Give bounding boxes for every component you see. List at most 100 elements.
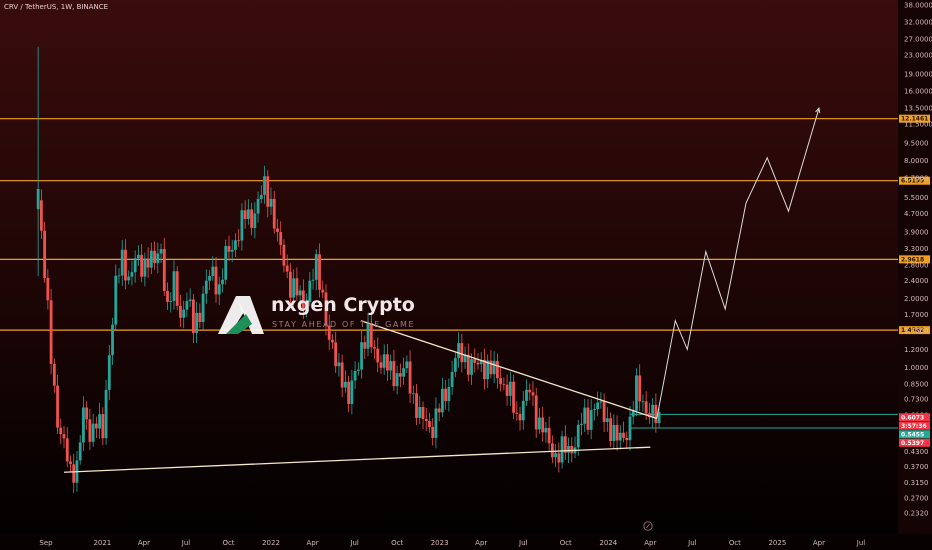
candle-body [256,198,260,214]
y-tick-label: 2.4000 [904,277,929,285]
candle-body [224,246,228,280]
horizontal-levels: 12.1461 6.5199 2.9618 1.4562 [0,114,930,429]
candle-body [525,389,528,401]
candle-body [353,370,357,381]
candle-body [350,380,354,404]
candle-body [185,301,189,310]
y-tick-label: 8.0000 [904,157,929,165]
candle-body [447,386,451,402]
candle-body [541,417,545,433]
candle-body [615,424,619,441]
candle-body [201,293,205,323]
candle-body [392,361,396,387]
x-tick-label: 2023 [431,539,449,547]
candle-body [625,437,629,441]
candle-body [560,436,564,463]
candle-body [253,213,257,228]
candle-body [599,401,603,403]
candle-body [635,375,638,411]
y-tick-label: 3.3000 [904,245,929,253]
price-badge-label: 3:57:36 [901,423,927,430]
trendlines[interactable] [63,320,657,473]
y-tick-label: 38.0000 [904,2,932,10]
candle-body [214,266,218,295]
candle-body [162,249,166,291]
candle-body [211,266,215,276]
x-tick-label: Jul [518,539,528,547]
candle-body [476,362,480,365]
y-tick-label: 19.0000 [904,71,932,79]
candle-body [521,400,525,421]
candle-body [159,249,163,254]
y-tick-label: 0.3150 [904,479,929,487]
candle-body [379,362,383,368]
replay-icon[interactable] [643,521,653,531]
candle-body [657,412,661,424]
x-tick-label: Jul [856,539,866,547]
candle-body [453,358,457,372]
trendline-support [63,446,651,473]
candle-body [567,445,570,453]
candle-body [360,342,363,370]
candle-body [515,412,519,414]
price-badge-label: 0.5455 [901,431,924,438]
price-badge-label: 0.5397 [901,440,924,447]
candle-body [570,445,574,454]
candle-body [94,423,98,429]
y-tick-label: 0.7300 [904,395,929,403]
candle-body [486,360,490,380]
y-tick-label: 4.7000 [904,210,929,218]
candle-body [576,424,580,448]
candle-body [78,442,82,461]
candle-body [39,200,43,231]
candle-body [428,421,431,427]
y-tick-label: 13.5000 [904,105,932,113]
candle-body [622,432,625,438]
level-badge-label: 12.1461 [901,116,928,123]
candle-body [107,355,111,390]
x-tick-label: Apr [644,539,656,547]
candle-body [557,453,561,463]
watermark-name: nxgen Crypto [271,294,415,316]
candle-body [156,253,160,264]
price-badge [899,413,930,422]
candle-body [124,249,127,281]
candle-body [518,413,522,421]
candle-body [505,384,509,396]
candle-body [415,393,418,418]
candle-body [356,369,360,371]
candle-body [117,275,121,277]
candle-body [489,360,493,375]
candle-body [631,410,635,417]
time-axis-panel[interactable] [0,534,932,550]
y-tick-label: 1.2000 [904,346,929,354]
y-tick-label: 2.8000 [904,261,929,269]
candle-body [638,375,642,402]
y-tick-label: 1.0000 [904,364,929,372]
trendline-resistance [360,320,657,420]
candle-body [450,371,454,387]
candle-body [431,426,435,438]
candle-body [127,276,131,281]
candle-body [69,461,72,465]
projection[interactable] [656,107,821,419]
y-tick-label: 0.8500 [904,380,929,388]
candle-body [85,407,89,420]
level-badge-label: 1.4562 [901,327,924,334]
candle-body [470,359,473,375]
candle-body [402,368,406,377]
candle-body [340,362,344,388]
candle-body [382,354,386,368]
candle-body [550,443,554,458]
projection-arrowhead [815,107,821,114]
candle-body [169,300,173,302]
candle-body [221,279,224,285]
candle-body [234,240,237,250]
candle-body [347,381,351,404]
candle-body [153,250,156,264]
candle-body [227,246,231,252]
price-badge [899,438,930,447]
level-badge [899,326,930,335]
